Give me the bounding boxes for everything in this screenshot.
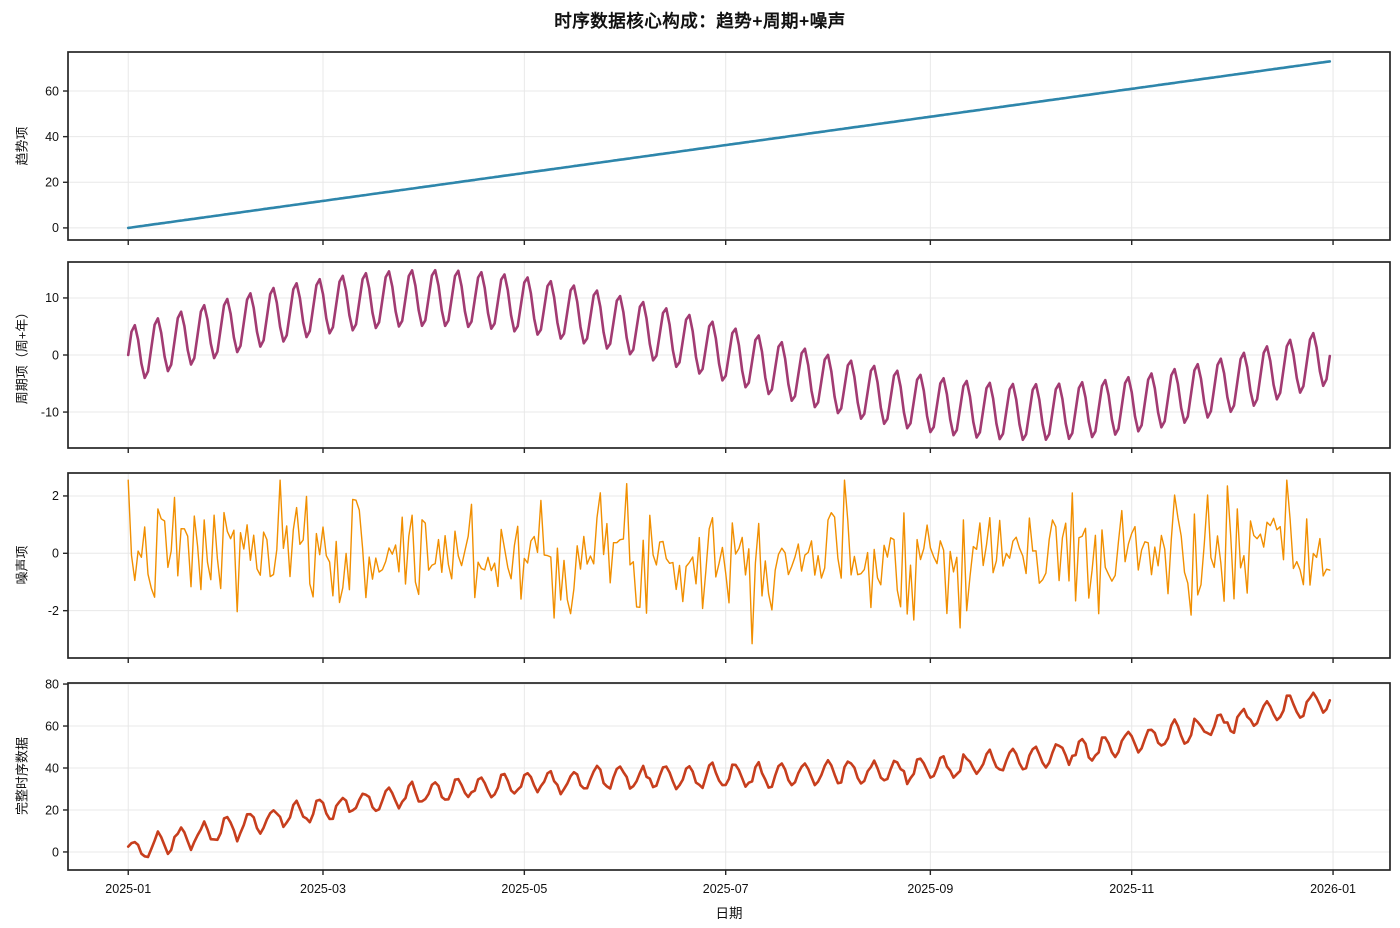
y-tick-label: 80 [45, 677, 59, 691]
x-tick-label: 2025-09 [907, 882, 953, 896]
y-tick-label: 40 [45, 761, 59, 775]
series-line-seasonal [126, 268, 1332, 442]
y-tick-label: 0 [52, 221, 59, 235]
axes-spines [67, 682, 1391, 871]
y-tick-label: 20 [45, 803, 59, 817]
axes-spines [67, 472, 1391, 659]
y-tick-label: -2 [48, 604, 59, 618]
x-tick-label: 2025-03 [300, 882, 346, 896]
x-axis-label: 日期 [715, 906, 743, 921]
y-tick-label: 60 [45, 84, 59, 98]
y-tick-label: 0 [52, 845, 59, 859]
y-tick-label: 10 [45, 291, 59, 305]
subplot-trend: 0 20 40 60 [45, 51, 1391, 245]
chart-title: 时序数据核心构成：趋势+周期+噪声 [554, 11, 846, 31]
x-tick-label: 2025-07 [703, 882, 749, 896]
axes-spines [67, 51, 1391, 241]
y-tick-label: 20 [45, 176, 59, 190]
subplot-seasonal: -10 0 10 [41, 261, 1391, 453]
subplot-complete: 0 20 40 60 80 2025-01 2025-03 2025-05 2025-07 202… [45, 677, 1391, 896]
series-line-trend [126, 60, 1332, 230]
x-tick-label: 2026-01 [1310, 882, 1356, 896]
x-tick-label: 2025-01 [105, 882, 151, 896]
y-tick-label: 0 [52, 348, 59, 362]
plot-area [68, 473, 1390, 658]
x-tick-label: 2025-05 [501, 882, 547, 896]
series-line-noise [127, 479, 1331, 645]
series-line-complete [126, 691, 1332, 859]
y-tick-label: 0 [52, 547, 59, 561]
y-tick-label: 40 [45, 130, 59, 144]
y-tick-label: 2 [52, 489, 59, 503]
x-tick-label: 2025-11 [1109, 882, 1154, 896]
y-tick-label: -10 [41, 405, 59, 419]
subplot-noise: -2 0 2 [48, 472, 1391, 663]
y-tick-label: 60 [45, 719, 59, 733]
